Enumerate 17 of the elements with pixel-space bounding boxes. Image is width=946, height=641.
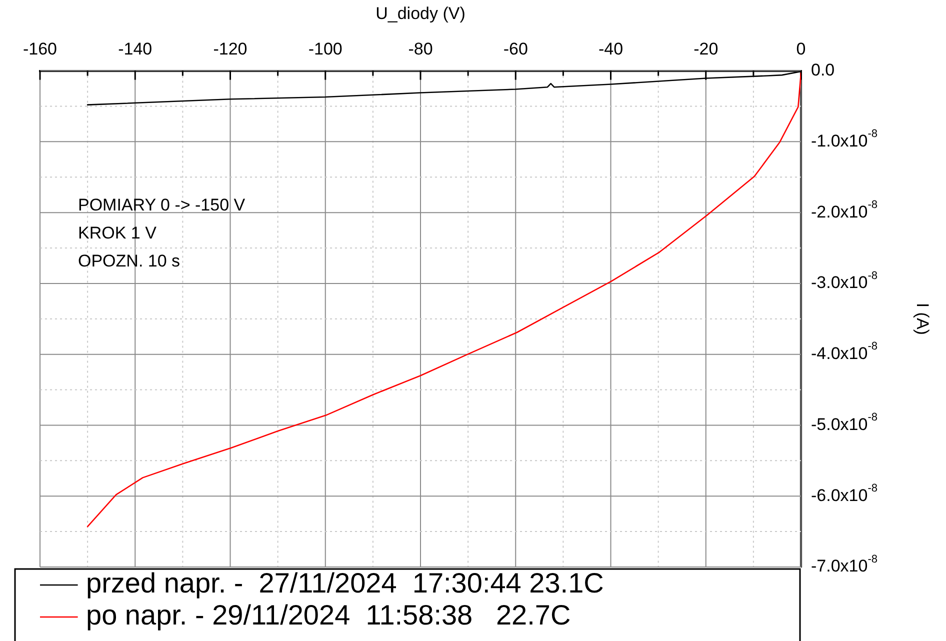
annotation: OPOZN. 10 s bbox=[78, 252, 180, 271]
annotation: KROK 1 V bbox=[78, 224, 158, 243]
x-tick-label: -20 bbox=[694, 39, 718, 58]
x-tick-label: -60 bbox=[503, 39, 528, 58]
x-tick-label: -40 bbox=[598, 39, 624, 58]
x-tick-label: -80 bbox=[408, 39, 433, 58]
x-axis-title: U_diody (V) bbox=[376, 4, 466, 23]
x-tick-label: -140 bbox=[118, 39, 152, 58]
legend-label: po napr. - 29/11/2024 11:58:38 22.7C bbox=[86, 600, 571, 631]
y-tick-label: 0.0 bbox=[811, 60, 835, 80]
annotation: POMIARY 0 -> -150 V bbox=[78, 196, 246, 215]
y-axis-title: I (A) bbox=[913, 302, 932, 335]
x-tick-label: -120 bbox=[213, 39, 248, 58]
x-tick-label: -160 bbox=[22, 39, 58, 58]
x-tick-label: -100 bbox=[308, 39, 342, 58]
x-tick-label: 0 bbox=[796, 39, 806, 58]
legend-label: przed napr. - 27/11/2024 17:30:44 23.1C bbox=[86, 568, 604, 599]
